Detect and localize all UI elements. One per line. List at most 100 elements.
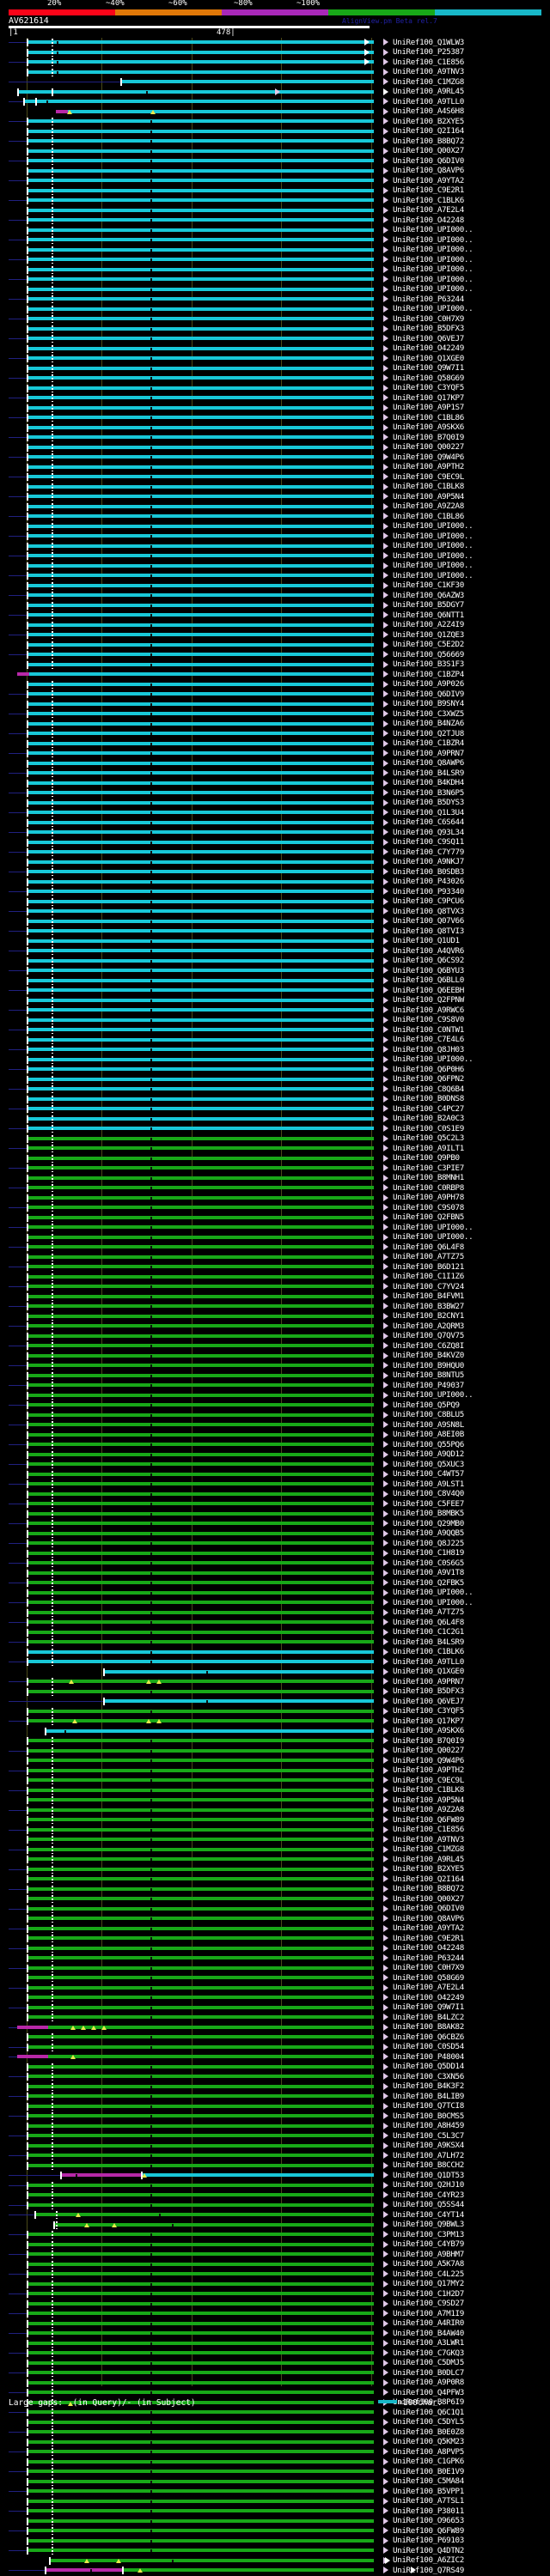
hit-accession-label[interactable]: UniRef100_Q2FBN5: [393, 1212, 464, 1222]
alignment-row[interactable]: UniRef100_Q7TCI8: [0, 2101, 550, 2112]
alignment-row[interactable]: UniRef100_Q17MY2: [0, 2279, 550, 2290]
alignment-row[interactable]: UniRef100_Q6NTT1: [0, 611, 550, 621]
hsp-bar[interactable]: [27, 2489, 374, 2493]
hit-accession-label[interactable]: UniRef100_C1E856: [393, 57, 464, 67]
alignment-row[interactable]: UniRef100_C5FEE7: [0, 1499, 550, 1510]
hsp-bar[interactable]: [27, 416, 374, 419]
alignment-row[interactable]: UniRef100_A5K7A8: [0, 2259, 550, 2270]
hsp-bar[interactable]: [27, 495, 374, 498]
hit-accession-label[interactable]: UniRef100_B4FVM1: [393, 1291, 464, 1301]
hit-accession-label[interactable]: UniRef100_A7LH72: [393, 2150, 464, 2160]
hit-accession-label[interactable]: UniRef100_UPI000..: [393, 1390, 474, 1400]
hit-accession-label[interactable]: UniRef100_Q6DIV0: [393, 1904, 464, 1913]
hsp-bar[interactable]: [27, 1511, 374, 1516]
hsp-bar[interactable]: [27, 850, 374, 854]
hit-accession-label[interactable]: UniRef100_C5FEE7: [393, 1498, 464, 1509]
alignment-row[interactable]: UniRef100_Q9W7I1: [0, 2002, 550, 2014]
alignment-row[interactable]: UniRef100_A9PRN7: [0, 749, 550, 759]
hit-accession-label[interactable]: UniRef100_B0E0Z8: [393, 2427, 464, 2437]
hit-accession-label[interactable]: UniRef100_Q8J225: [393, 1538, 464, 1548]
alignment-row[interactable]: UniRef100_Q1WLW3: [0, 38, 550, 48]
alignment-row[interactable]: UniRef100_B8MBK5: [0, 1509, 550, 1520]
hit-accession-label[interactable]: UniRef100_Q1ZQE3: [393, 629, 464, 640]
alignment-row[interactable]: UniRef100_A9Z2A8: [0, 1805, 550, 1816]
hit-accession-label[interactable]: UniRef100_Q8AVP6: [393, 1913, 464, 1923]
hsp-bar[interactable]: [27, 1897, 374, 1900]
alignment-row[interactable]: UniRef100_C1BZP4: [0, 670, 550, 680]
alignment-row[interactable]: UniRef100_A9SKX6: [0, 1726, 550, 1737]
alignment-row[interactable]: UniRef100_B3S1F3: [0, 659, 550, 671]
hsp-bar[interactable]: [17, 2025, 48, 2029]
hsp-bar[interactable]: [27, 1462, 374, 1466]
alignment-row[interactable]: UniRef100_UPI000..: [0, 235, 550, 246]
alignment-row[interactable]: UniRef100_Q2I164: [0, 1874, 550, 1885]
hit-accession-label[interactable]: UniRef100_A9SKX6: [393, 1726, 464, 1735]
alignment-row[interactable]: UniRef100_C3PIE7: [0, 1163, 550, 1174]
alignment-row[interactable]: UniRef100_Q2HJ10: [0, 2180, 550, 2191]
hit-accession-label[interactable]: UniRef100_UPI000..: [393, 245, 474, 254]
hsp-bar[interactable]: [27, 425, 374, 429]
hsp-bar[interactable]: [27, 1008, 374, 1012]
hit-accession-label[interactable]: UniRef100_A9P5N4: [393, 1795, 464, 1805]
hit-accession-label[interactable]: UniRef100_C3PIE7: [393, 1163, 464, 1173]
hit-accession-label[interactable]: UniRef100_C1KF30: [393, 580, 464, 590]
hit-accession-label[interactable]: UniRef100_C8BLU5: [393, 1410, 464, 1419]
alignment-row[interactable]: UniRef100_Q6FW89: [0, 1815, 550, 1826]
hsp-bar[interactable]: [27, 1798, 374, 1801]
hsp-bar[interactable]: [56, 109, 68, 113]
hit-accession-label[interactable]: UniRef100_B7Q0I9: [393, 1735, 464, 1746]
hit-accession-label[interactable]: UniRef100_A9YTA2: [393, 175, 464, 185]
hsp-bar[interactable]: [27, 2252, 374, 2256]
alignment-row[interactable]: UniRef100_Q5XUC3: [0, 1460, 550, 1470]
alignment-row[interactable]: UniRef100_A9SN8L: [0, 1420, 550, 1431]
hit-accession-label[interactable]: UniRef100_C1BZP4: [393, 669, 464, 679]
hsp-bar[interactable]: [27, 2281, 374, 2286]
alignment-row[interactable]: UniRef100_Q6P0H6: [0, 1065, 550, 1075]
hit-accession-label[interactable]: UniRef100_C9SD27: [393, 2299, 464, 2308]
alignment-row[interactable]: UniRef100_B9SNY4: [0, 699, 550, 710]
hsp-bar[interactable]: [27, 1107, 374, 1110]
hsp-bar[interactable]: [27, 514, 374, 518]
alignment-row[interactable]: UniRef100_B5DYS3: [0, 798, 550, 809]
hit-accession-label[interactable]: UniRef100_Q6NTT1: [393, 610, 464, 620]
hit-accession-label[interactable]: UniRef100_B3N6P5: [393, 787, 464, 798]
hsp-bar[interactable]: [27, 2439, 374, 2444]
hsp-bar[interactable]: [27, 1136, 374, 1140]
hit-accession-label[interactable]: UniRef100_C1C2G1: [393, 1627, 464, 1637]
alignment-row[interactable]: UniRef100_Q17KP7: [0, 1716, 550, 1727]
hsp-bar[interactable]: [27, 1601, 374, 1604]
hsp-bar[interactable]: [34, 2213, 374, 2216]
hit-accession-label[interactable]: UniRef100_C6S644: [393, 817, 464, 827]
alignment-row[interactable]: UniRef100_Q6DIV9: [0, 690, 550, 700]
alignment-row[interactable]: UniRef100_C1BL86: [0, 512, 550, 522]
alignment-row[interactable]: UniRef100_C9S8V0: [0, 1015, 550, 1026]
hit-accession-label[interactable]: UniRef100_A9PRN7: [393, 748, 464, 758]
hit-accession-label[interactable]: UniRef100_B5DFX3: [393, 324, 464, 333]
hsp-bar[interactable]: [27, 1324, 374, 1327]
hsp-bar[interactable]: [45, 1728, 374, 1733]
hsp-bar[interactable]: [27, 662, 374, 666]
hsp-bar[interactable]: [27, 702, 374, 706]
alignment-row[interactable]: UniRef100_UPI000..: [0, 225, 550, 236]
hit-accession-label[interactable]: UniRef100_A6ZIC2: [393, 2555, 464, 2565]
alignment-row[interactable]: UniRef100_C1BLK6: [0, 1647, 550, 1658]
hit-accession-label[interactable]: UniRef100_Q1XGE0: [393, 353, 464, 363]
hsp-bar[interactable]: [27, 1640, 374, 1643]
alignment-row[interactable]: UniRef100_C9PCU6: [0, 896, 550, 908]
hsp-bar[interactable]: [27, 346, 374, 350]
hit-accession-label[interactable]: UniRef100_B0DLC7: [393, 2367, 464, 2378]
hsp-bar-secondary[interactable]: [141, 2173, 374, 2177]
alignment-row[interactable]: UniRef100_C7E4L6: [0, 1035, 550, 1046]
alignment-row[interactable]: UniRef100_UPI000..: [0, 1598, 550, 1608]
hsp-bar[interactable]: [27, 277, 374, 281]
hit-accession-label[interactable]: UniRef100_Q6AZW3: [393, 590, 464, 600]
hsp-bar[interactable]: [27, 2202, 374, 2207]
hit-accession-label[interactable]: UniRef100_UPI000..: [393, 531, 474, 541]
alignment-row[interactable]: UniRef100_C5E2D2: [0, 640, 550, 651]
alignment-row[interactable]: UniRef100_B8NTU5: [0, 1370, 550, 1382]
hit-accession-label[interactable]: UniRef100_P69103: [393, 2536, 464, 2545]
alignment-row[interactable]: UniRef100_O42249: [0, 343, 550, 355]
hit-accession-label[interactable]: UniRef100_B2A0C3: [393, 1114, 464, 1123]
hit-accession-label[interactable]: UniRef100_C9S078: [393, 1202, 464, 1212]
hsp-bar[interactable]: [27, 929, 374, 933]
